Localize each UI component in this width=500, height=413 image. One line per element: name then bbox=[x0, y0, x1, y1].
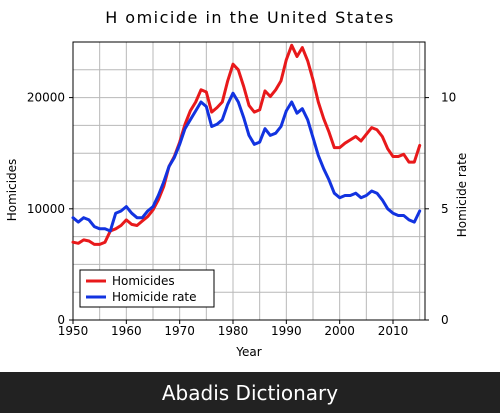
y-left-tick-label: 20000 bbox=[27, 91, 65, 105]
x-tick-label: 2000 bbox=[324, 324, 355, 338]
y-right-tick-label: 5 bbox=[441, 202, 449, 216]
series-line-homicides bbox=[71, 43, 422, 246]
x-tick-label: 1950 bbox=[58, 324, 89, 338]
y-axis-label-right: Homicide rate bbox=[455, 153, 469, 238]
series-lines bbox=[71, 43, 422, 246]
x-tick-label: 1970 bbox=[164, 324, 195, 338]
x-tick-label: 2010 bbox=[378, 324, 409, 338]
y-right-tick-label: 10 bbox=[441, 91, 456, 105]
legend-label-homicides: Homicides bbox=[112, 274, 175, 288]
y-axis-label-left: Homicides bbox=[5, 159, 19, 222]
chart-title: H omicide in the United States bbox=[105, 8, 395, 27]
homicide-chart: H omicide in the United States 1950 1960 1… bbox=[0, 0, 500, 370]
grid-lines bbox=[73, 42, 425, 320]
series-line-homicide-rate bbox=[71, 91, 422, 233]
footer-text: Abadis Dictionary bbox=[161, 380, 339, 405]
y-right-tick-label: 0 bbox=[441, 313, 449, 327]
legend: Homicides Homicide rate bbox=[79, 269, 215, 308]
x-tick-label: 1960 bbox=[111, 324, 142, 338]
x-tick-label: 1980 bbox=[218, 324, 249, 338]
x-tick-label: 1990 bbox=[271, 324, 302, 338]
axis-ticks: 1950 1960 1970 1980 1990 2000 2010 0 10000 20000 0… bbox=[27, 91, 456, 338]
footer-bar: Abadis Dictionary bbox=[0, 372, 500, 413]
x-axis-label: Year bbox=[235, 345, 261, 359]
legend-box bbox=[79, 269, 215, 308]
plot-frame bbox=[72, 41, 426, 321]
legend-label-homicide-rate: Homicide rate bbox=[112, 290, 197, 304]
chart-background bbox=[0, 0, 500, 370]
y-left-tick-label: 10000 bbox=[27, 202, 65, 216]
y-left-tick-label: 0 bbox=[57, 313, 65, 327]
